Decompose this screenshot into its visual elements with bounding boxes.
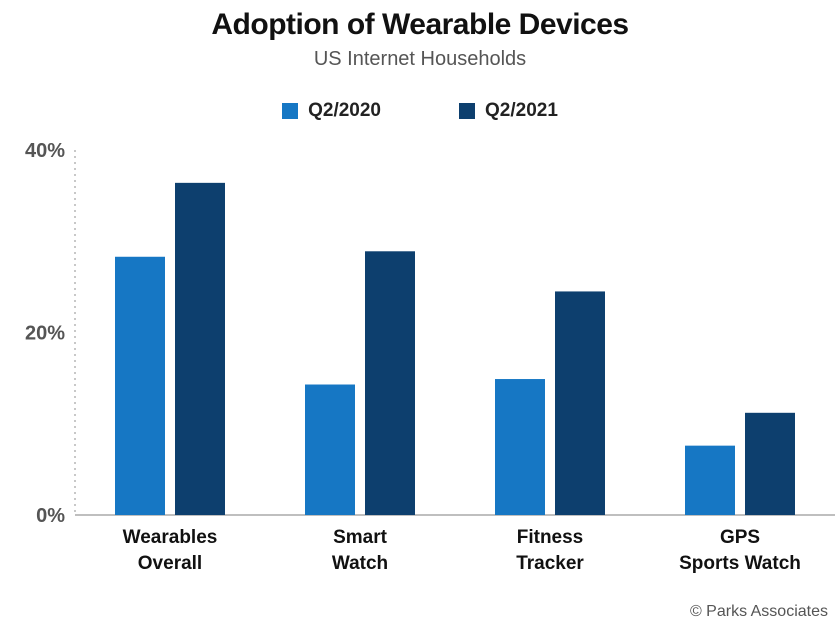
x-tick-label: Smart xyxy=(333,527,388,548)
chart-title: Adoption of Wearable Devices xyxy=(211,8,629,41)
bar xyxy=(115,256,165,515)
bar xyxy=(685,445,735,515)
bar xyxy=(555,291,605,515)
y-tick-label: 40% xyxy=(25,140,65,162)
legend-label-series-2: Q2/2021 xyxy=(485,100,558,121)
legend-label-series-1: Q2/2020 xyxy=(308,100,381,121)
legend-swatch-series-2 xyxy=(459,103,475,119)
x-tick-label: Watch xyxy=(332,553,388,574)
copyright-credit: © Parks Associates xyxy=(689,603,828,620)
legend-swatch-series-1 xyxy=(282,103,299,119)
bar xyxy=(305,384,355,515)
y-tick-label: 20% xyxy=(25,323,65,345)
chart-subtitle: US Internet Households xyxy=(313,48,527,70)
x-tick-label: Sports Watch xyxy=(679,553,801,574)
x-tick-label: Wearables xyxy=(123,527,218,548)
x-tick-label: Fitness xyxy=(517,527,584,548)
bar xyxy=(745,412,795,515)
legend: Q2/2020 Q2/2021 xyxy=(0,100,840,122)
x-tick-label: Overall xyxy=(138,553,202,574)
bar xyxy=(495,379,545,515)
x-tick-label: Tracker xyxy=(516,553,584,574)
bar xyxy=(175,182,225,515)
legend-item-series-1: Q2/2020 xyxy=(282,100,381,122)
bar xyxy=(365,251,415,515)
y-tick-label: 0% xyxy=(36,505,65,527)
legend-item-series-2: Q2/2021 xyxy=(459,100,558,122)
x-tick-label: GPS xyxy=(720,527,760,548)
